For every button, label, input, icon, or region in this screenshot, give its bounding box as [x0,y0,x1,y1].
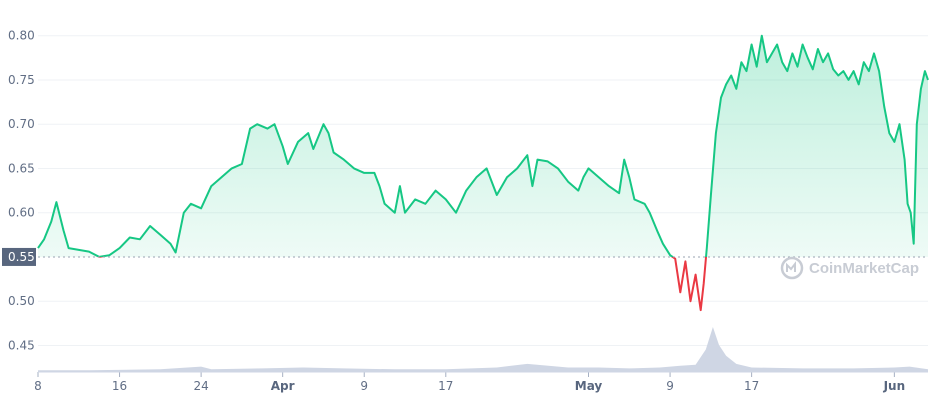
x-tick-label: 17 [438,379,453,393]
area-fill-up [38,35,928,257]
x-tick-label: Jun [883,379,906,393]
x-tick-label: 17 [744,379,759,393]
y-tick-label: 0.50 [8,294,35,308]
volume-area [38,327,928,372]
y-tick-label: 0.75 [8,73,35,87]
coinmarketcap-watermark: CoinMarketCap [780,256,919,280]
x-tick-label: Apr [271,379,295,393]
baseline-label: 0.55 [8,250,35,264]
baseline: 0.55 [2,247,928,266]
x-tick-label: 24 [193,379,208,393]
x-tick-label: 8 [34,379,42,393]
y-tick-label: 0.70 [8,117,35,131]
price-area [38,35,928,257]
x-tick-label: 9 [666,379,674,393]
x-tick-label: 9 [360,379,368,393]
price-line-up [37,34,929,257]
x-tick-label: May [575,379,603,393]
price-line [37,34,929,312]
x-tick-label: 16 [112,379,127,393]
volume-bars [38,327,928,372]
y-axis: 0.45 0.50 0.60 0.65 0.70 0.75 0.80 [8,29,35,353]
y-tick-label: 0.80 [8,29,35,43]
y-tick-label: 0.45 [8,338,35,352]
x-axis: 8 16 24 Apr 9 17 May 9 17 Jun [34,371,928,393]
coinmarketcap-logo-icon [780,256,804,280]
baseline-label-box [2,247,36,266]
y-tick-label: 0.65 [8,161,35,175]
watermark-text: CoinMarketCap [809,260,919,277]
y-tick-label: 0.60 [8,206,35,220]
